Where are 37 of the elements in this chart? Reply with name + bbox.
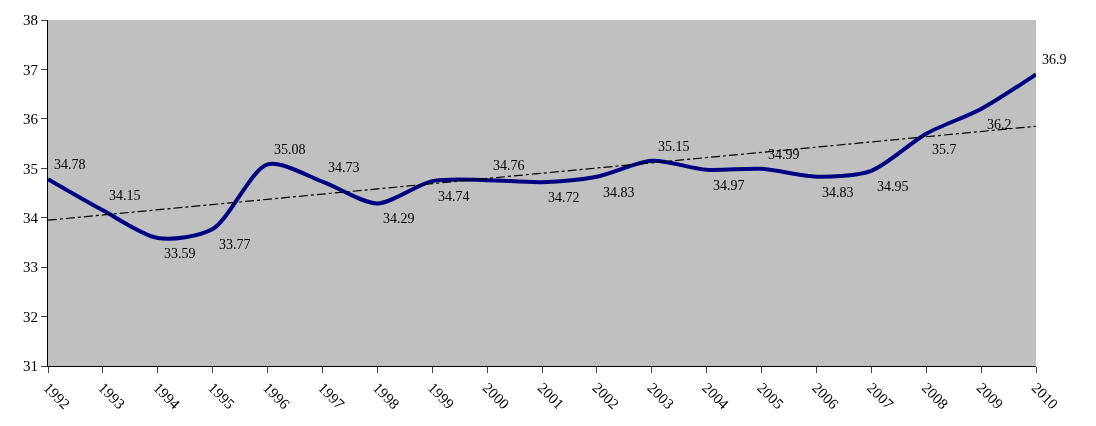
data-label: 34.73	[328, 160, 360, 175]
y-tick-label: 37	[23, 61, 39, 78]
y-tick-label: 32	[23, 308, 38, 325]
data-label: 36.2	[987, 117, 1012, 132]
x-tick-label: 1999	[424, 379, 458, 413]
data-label: 34.99	[768, 147, 800, 162]
x-tick-label: 1993	[95, 379, 128, 413]
data-label: 34.74	[438, 189, 470, 204]
data-label: 33.59	[164, 246, 196, 261]
x-tick-label: 1994	[150, 379, 184, 413]
data-label: 36.9	[1042, 52, 1067, 67]
y-tick-label: 31	[23, 358, 38, 375]
data-label: 34.29	[383, 211, 415, 226]
y-tick-label: 33	[23, 259, 38, 276]
data-label: 34.15	[109, 188, 141, 203]
data-label: 33.77	[219, 237, 251, 252]
data-label: 34.83	[603, 185, 635, 200]
x-tick-label: 1996	[260, 379, 294, 413]
x-tick-label: 2007	[863, 379, 897, 413]
y-tick-label: 36	[23, 111, 39, 128]
data-label: 34.83	[822, 185, 854, 200]
data-label: 34.76	[493, 158, 525, 173]
data-label: 34.78	[54, 157, 86, 172]
data-label: 34.72	[548, 190, 580, 205]
data-label: 35.15	[658, 139, 690, 154]
x-tick-label: 1998	[369, 379, 403, 413]
data-label: 34.97	[713, 178, 745, 193]
x-tick-label: 2009	[973, 379, 1007, 413]
y-tick-label: 35	[23, 160, 38, 177]
x-tick-label: 1995	[205, 379, 238, 413]
line-series	[48, 72, 1036, 241]
y-tick-label: 34	[23, 209, 39, 226]
data-label: 34.95	[877, 179, 909, 194]
data-label: 35.7	[932, 142, 957, 157]
x-tick-label: 1997	[315, 379, 348, 413]
data-label: 35.08	[274, 142, 306, 157]
y-tick-label: 38	[23, 12, 38, 29]
